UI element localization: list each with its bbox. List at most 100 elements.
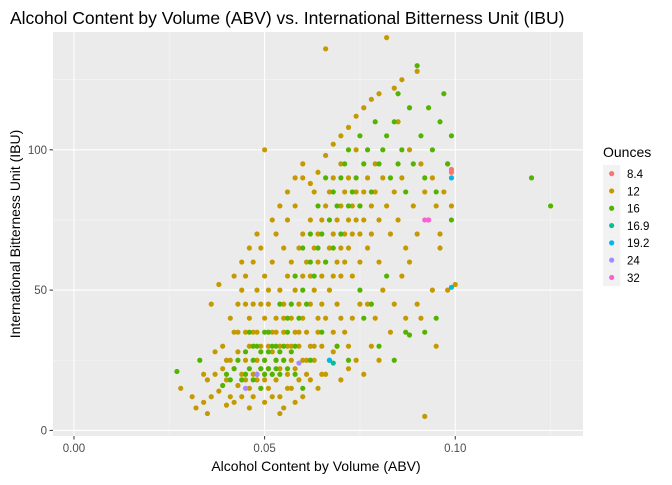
data-point bbox=[319, 371, 325, 377]
data-point bbox=[342, 161, 348, 167]
data-point bbox=[422, 175, 428, 181]
data-point bbox=[277, 349, 283, 355]
data-point bbox=[277, 343, 283, 349]
data-point bbox=[265, 301, 272, 307]
data-point bbox=[345, 366, 352, 372]
data-point bbox=[311, 343, 317, 349]
data-point bbox=[262, 399, 268, 405]
data-point bbox=[258, 245, 264, 251]
data-point bbox=[326, 217, 333, 223]
data-point bbox=[345, 245, 352, 251]
data-point bbox=[372, 119, 378, 125]
y-axis-label: International Bitterness Unit (IBU) bbox=[7, 130, 23, 339]
data-point bbox=[197, 357, 203, 363]
data-point bbox=[391, 85, 397, 91]
data-point bbox=[349, 203, 355, 209]
series-24 bbox=[242, 360, 302, 391]
data-point bbox=[246, 329, 252, 335]
data-point bbox=[220, 343, 226, 349]
data-point bbox=[303, 301, 310, 307]
data-point bbox=[258, 385, 264, 391]
legend-item: 8.4 bbox=[603, 165, 644, 183]
data-point bbox=[323, 259, 329, 265]
data-point bbox=[300, 287, 306, 293]
data-point bbox=[265, 366, 272, 372]
data-point bbox=[269, 394, 275, 400]
data-point bbox=[376, 259, 382, 265]
data-point bbox=[284, 385, 291, 391]
data-point bbox=[384, 203, 390, 209]
data-point bbox=[242, 377, 249, 383]
data-point bbox=[376, 343, 382, 349]
data-point bbox=[254, 231, 260, 237]
data-points bbox=[174, 35, 554, 419]
data-point bbox=[353, 175, 359, 181]
data-point bbox=[391, 357, 397, 363]
data-point bbox=[300, 161, 306, 167]
data-point bbox=[303, 259, 310, 265]
data-point bbox=[448, 166, 455, 173]
data-point bbox=[284, 189, 291, 195]
data-point bbox=[342, 231, 348, 237]
data-point bbox=[315, 169, 321, 175]
data-point bbox=[208, 394, 214, 400]
data-point bbox=[284, 343, 291, 349]
data-point bbox=[399, 273, 405, 279]
data-point bbox=[418, 133, 424, 139]
data-point bbox=[300, 175, 306, 181]
data-point bbox=[250, 394, 256, 400]
data-point bbox=[319, 301, 325, 307]
data-point bbox=[315, 329, 321, 335]
data-point bbox=[391, 301, 397, 307]
legend-key-swatch bbox=[609, 222, 615, 229]
data-point bbox=[231, 399, 237, 405]
data-point bbox=[262, 357, 268, 363]
series-16 bbox=[174, 63, 554, 391]
data-point bbox=[376, 91, 382, 97]
data-point bbox=[239, 287, 245, 293]
data-point bbox=[353, 147, 359, 153]
data-point bbox=[433, 203, 439, 209]
data-point bbox=[246, 366, 252, 372]
data-point bbox=[269, 343, 275, 349]
data-point bbox=[372, 315, 378, 321]
data-point bbox=[292, 175, 298, 181]
data-point bbox=[250, 357, 256, 363]
data-point bbox=[330, 231, 336, 237]
data-point bbox=[399, 147, 405, 153]
data-point bbox=[284, 273, 291, 279]
data-point bbox=[277, 394, 283, 400]
data-point bbox=[273, 377, 279, 383]
data-point bbox=[212, 349, 218, 355]
data-point bbox=[204, 377, 211, 383]
data-point bbox=[410, 203, 416, 209]
data-point bbox=[235, 301, 241, 307]
data-point bbox=[326, 287, 333, 293]
data-point bbox=[269, 329, 275, 335]
data-point bbox=[330, 245, 336, 251]
data-point bbox=[448, 133, 455, 139]
legend-item: 19.2 bbox=[603, 234, 649, 252]
data-point bbox=[250, 329, 256, 335]
data-point bbox=[345, 357, 352, 363]
data-point bbox=[319, 273, 325, 279]
data-point bbox=[364, 147, 371, 153]
legend: Ounces 8.4 12 16 16.9 19.2 24 32 bbox=[603, 144, 651, 287]
data-point bbox=[258, 301, 264, 307]
legend-item: 16 bbox=[603, 199, 640, 217]
data-point bbox=[300, 315, 306, 321]
data-point bbox=[547, 203, 554, 209]
data-point bbox=[368, 96, 374, 102]
data-point bbox=[422, 217, 428, 223]
data-point bbox=[315, 203, 321, 209]
data-point bbox=[174, 368, 180, 375]
data-point bbox=[265, 349, 272, 355]
data-point bbox=[300, 385, 306, 391]
data-point bbox=[262, 329, 268, 335]
data-point bbox=[433, 189, 439, 195]
data-point bbox=[357, 133, 363, 139]
data-point bbox=[380, 175, 386, 181]
data-point bbox=[292, 399, 298, 405]
data-point bbox=[429, 287, 435, 293]
